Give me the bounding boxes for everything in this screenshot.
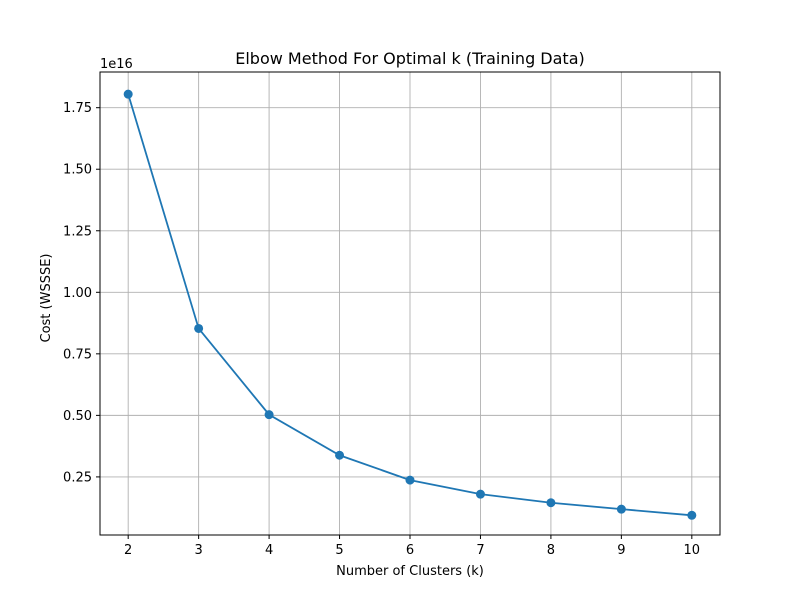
labels: Elbow Method For Optimal k (Training Dat… bbox=[39, 49, 585, 579]
data-point-k2 bbox=[123, 89, 133, 99]
x-tick-label-5: 5 bbox=[335, 543, 343, 558]
data-point-k4 bbox=[264, 410, 274, 420]
y-offset-label: 1e16 bbox=[100, 57, 133, 72]
series-cost bbox=[123, 89, 697, 520]
grid bbox=[100, 72, 720, 535]
x-tick-label-4: 4 bbox=[265, 543, 273, 558]
data-point-k5 bbox=[335, 450, 345, 460]
x-tick-label-2: 2 bbox=[124, 543, 132, 558]
data-point-k6 bbox=[405, 475, 415, 485]
chart-title: Elbow Method For Optimal k (Training Dat… bbox=[235, 49, 585, 68]
axes: 2 3 4 5 6 7 8 9 10 0.25 0.50 0.75 1.00 1.25 1.50 1.75 bbox=[63, 71, 721, 558]
x-tick-label-6: 6 bbox=[406, 543, 414, 558]
y-tick-label-1.50: 1.50 bbox=[63, 163, 92, 178]
data-point-k8 bbox=[546, 498, 556, 508]
data-point-k3 bbox=[194, 323, 204, 333]
y-tick-label-1.00: 1.00 bbox=[63, 286, 92, 301]
x-axis-label: Number of Clusters (k) bbox=[336, 564, 484, 579]
data-point-k10 bbox=[687, 510, 697, 520]
data-point-k9 bbox=[616, 504, 626, 514]
x-tick-label-3: 3 bbox=[194, 543, 202, 558]
y-tick-label-0.25: 0.25 bbox=[63, 470, 92, 485]
y-tick-label-1.25: 1.25 bbox=[63, 224, 92, 239]
data-point-k7 bbox=[475, 489, 485, 499]
x-tick-label-7: 7 bbox=[476, 543, 484, 558]
y-tick-label-0.75: 0.75 bbox=[63, 347, 92, 362]
x-tick-label-9: 9 bbox=[617, 543, 625, 558]
x-tick-label-8: 8 bbox=[547, 543, 555, 558]
y-axis-label: Cost (WSSSE) bbox=[39, 253, 54, 342]
x-tick-label-10: 10 bbox=[684, 543, 701, 558]
y-tick-label-1.75: 1.75 bbox=[63, 101, 92, 116]
y-tick-label-0.50: 0.50 bbox=[63, 409, 92, 424]
